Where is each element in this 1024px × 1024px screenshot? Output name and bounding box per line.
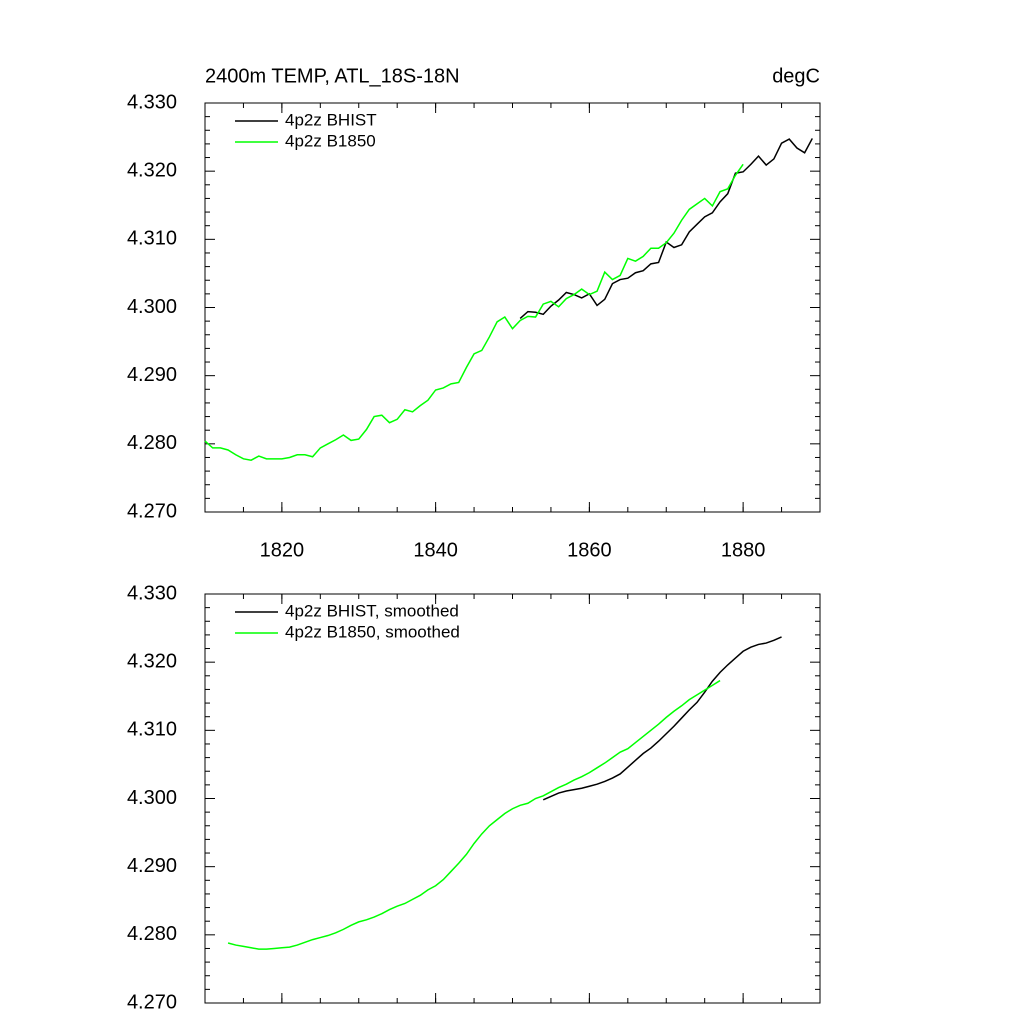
y-tick-label: 4.280 [127, 923, 177, 945]
y-tick-label: 4.310 [127, 719, 177, 741]
y-tick-label: 4.280 [127, 432, 177, 454]
plot-frame [204, 102, 821, 513]
legend-label: 4p2z B1850, smoothed [285, 622, 460, 641]
data-line [519, 138, 813, 319]
y-tick-label: 4.270 [127, 500, 177, 522]
x-tick-label: 1820 [260, 539, 305, 561]
data-line [542, 636, 782, 801]
plot-frame [204, 593, 821, 1004]
y-tick-label: 4.290 [127, 364, 177, 386]
y-tick-label: 4.330 [127, 91, 177, 113]
y-tick-label: 4.300 [127, 296, 177, 318]
units-label: degC [772, 65, 820, 87]
y-tick-label: 4.290 [127, 855, 177, 877]
chart-title: 2400m TEMP, ATL_18S-18N [205, 65, 460, 87]
data-line [204, 163, 744, 461]
legend-label: 4p2z B1850 [285, 131, 376, 150]
legend-label: 4p2z BHIST, smoothed [285, 601, 459, 620]
x-tick-label: 1840 [413, 539, 458, 561]
y-tick-label: 4.320 [127, 650, 177, 672]
y-tick-label: 4.320 [127, 159, 177, 181]
x-tick-label: 1880 [721, 539, 766, 561]
legend-label: 4p2z BHIST [285, 110, 377, 129]
data-line [227, 679, 721, 950]
y-tick-label: 4.300 [127, 787, 177, 809]
x-tick-label: 1860 [567, 539, 612, 561]
y-tick-label: 4.270 [127, 991, 177, 1013]
y-tick-label: 4.330 [127, 582, 177, 604]
y-tick-label: 4.310 [127, 228, 177, 250]
